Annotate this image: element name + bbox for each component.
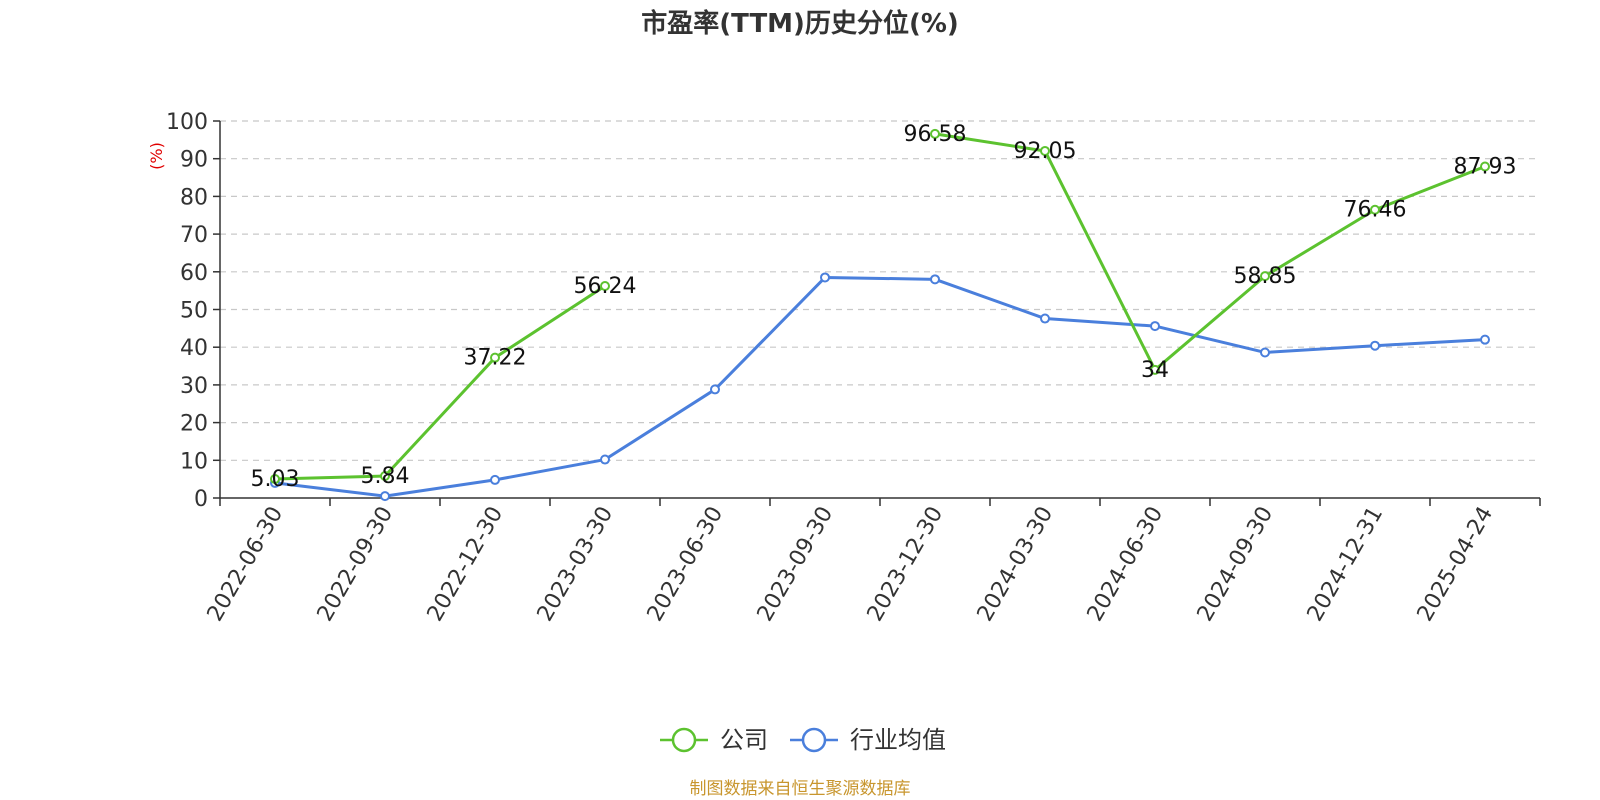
data-point-company[interactable] bbox=[1480, 161, 1490, 172]
data-label-company: 56.24 bbox=[574, 274, 637, 299]
data-point-company[interactable] bbox=[930, 128, 940, 139]
data-label-company: 34 bbox=[1141, 358, 1169, 383]
data-point-company[interactable] bbox=[1370, 204, 1380, 215]
data-label-company: 92.05 bbox=[1014, 139, 1077, 164]
y-tick-label: 100 bbox=[166, 110, 208, 135]
series-points bbox=[270, 128, 1490, 502]
y-tick-label: 10 bbox=[180, 449, 208, 474]
series-line-company bbox=[934, 132, 1486, 372]
x-axis-ticks: 2022-06-30 2022-09-30 2022-12-30 2023-03-30… bbox=[203, 498, 1541, 626]
y-tick-label: 50 bbox=[180, 299, 208, 324]
x-tick-label: 2023-06-30 bbox=[643, 503, 729, 626]
data-point-industry-average[interactable] bbox=[1480, 334, 1490, 345]
legend-marker-company bbox=[671, 727, 697, 753]
y-tick-label: 60 bbox=[180, 261, 208, 286]
data-point-company[interactable] bbox=[1150, 364, 1160, 375]
chart-title: 市盈率(TTM)历史分位(%) bbox=[641, 8, 959, 39]
x-tick-label: 2023-09-30 bbox=[753, 503, 839, 626]
data-point-industry-average[interactable] bbox=[1150, 321, 1160, 332]
data-label-company: 76.46 bbox=[1344, 198, 1407, 223]
legend-item-company[interactable]: 公司 bbox=[660, 726, 768, 754]
x-tick-label: 2024-12-31 bbox=[1303, 503, 1389, 626]
data-point-industry-average[interactable] bbox=[820, 272, 830, 283]
data-label-company: 58.85 bbox=[1234, 264, 1297, 289]
series-line-industry-average bbox=[274, 275, 1486, 498]
x-tick-label: 2024-09-30 bbox=[1193, 503, 1279, 626]
data-point-company[interactable] bbox=[380, 470, 390, 481]
data-label-company: 37.22 bbox=[464, 346, 527, 371]
legend: 公司 行业均值 bbox=[660, 726, 946, 754]
data-label-company: 87.93 bbox=[1454, 155, 1517, 180]
y-tick-label: 70 bbox=[180, 223, 208, 248]
data-source-note: 制图数据来自恒生聚源数据库 bbox=[690, 779, 911, 799]
data-label-company: 96.58 bbox=[904, 122, 967, 147]
data-point-industry-average[interactable] bbox=[710, 384, 720, 395]
y-tick-label: 40 bbox=[180, 336, 208, 361]
data-point-company[interactable] bbox=[270, 474, 280, 485]
y-axis-unit-label: (%) bbox=[147, 142, 166, 170]
data-point-industry-average[interactable] bbox=[490, 474, 500, 485]
data-labels: 5.03 5.84 37.22 56.24 96.58 92.05 34 58.85 76.46… bbox=[251, 122, 1517, 492]
y-tick-label: 80 bbox=[180, 185, 208, 210]
y-axis-ticks: 0 10 20 30 40 50 60 70 80 90 100 bbox=[166, 110, 220, 512]
series-line-company bbox=[274, 284, 606, 481]
data-point-industry-average[interactable] bbox=[380, 491, 390, 502]
legend-label-industry-average: 行业均值 bbox=[850, 726, 946, 754]
legend-item-industry-average[interactable]: 行业均值 bbox=[790, 726, 946, 754]
x-tick-label: 2024-06-30 bbox=[1083, 503, 1169, 626]
data-point-company[interactable] bbox=[490, 352, 500, 363]
data-point-industry-average[interactable] bbox=[930, 274, 940, 285]
x-tick-label: 2022-09-30 bbox=[313, 503, 399, 626]
y-tick-label: 20 bbox=[180, 412, 208, 437]
y-tick-label: 90 bbox=[180, 148, 208, 173]
data-point-industry-average[interactable] bbox=[1260, 347, 1270, 358]
data-point-company[interactable] bbox=[600, 280, 610, 291]
data-label-company: 5.84 bbox=[361, 464, 410, 489]
x-tick-label: 2022-06-30 bbox=[203, 503, 289, 626]
data-label-company: 5.03 bbox=[251, 467, 300, 492]
y-tick-label: 30 bbox=[180, 374, 208, 399]
x-tick-label: 2023-03-30 bbox=[533, 503, 619, 626]
x-tick-label: 2025-04-24 bbox=[1413, 503, 1499, 626]
data-point-company[interactable] bbox=[1040, 145, 1050, 156]
legend-label-company: 公司 bbox=[720, 726, 768, 754]
legend-marker-industry-average bbox=[801, 727, 827, 753]
x-tick-label: 2024-03-30 bbox=[973, 503, 1059, 626]
data-point-industry-average[interactable] bbox=[600, 454, 610, 465]
x-tick-label: 2022-12-30 bbox=[423, 503, 509, 626]
data-point-company[interactable] bbox=[1260, 271, 1270, 282]
series-lines bbox=[274, 132, 1486, 498]
data-point-industry-average[interactable] bbox=[1370, 340, 1380, 351]
x-tick-label: 2023-12-30 bbox=[863, 503, 949, 626]
y-tick-label: 0 bbox=[194, 487, 208, 512]
grid-lines bbox=[220, 120, 1540, 461]
data-point-industry-average[interactable] bbox=[1040, 313, 1050, 324]
